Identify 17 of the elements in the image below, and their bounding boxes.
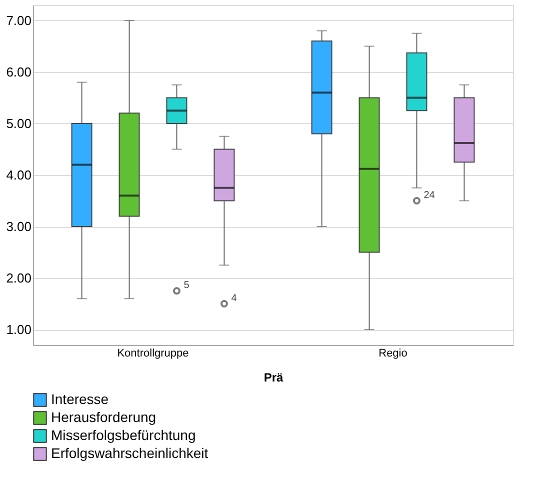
- x-axis-title: Prä: [264, 370, 284, 384]
- annotation: 24: [424, 190, 436, 201]
- legend-label: Interesse: [51, 391, 109, 407]
- y-tick-label: 6.00: [6, 64, 32, 80]
- legend-label: Misserfolgsbefürchtung: [51, 427, 196, 443]
- legend-label: Erfolgswahrscheinlichkeit: [51, 445, 208, 461]
- y-tick-label: 7.00: [6, 12, 32, 28]
- y-tick-label: 3.00: [6, 219, 32, 234]
- annotation: 5: [184, 280, 190, 291]
- legend-label: Herausforderung: [51, 409, 156, 425]
- annotation: 4: [231, 292, 238, 304]
- y-tick-label: 5.00: [6, 116, 32, 131]
- x-tick-label: Regio: [378, 348, 408, 360]
- y-tick-label: 4.00: [6, 168, 32, 182]
- x-tick-label: Kontrollgruppe: [117, 348, 189, 360]
- y-tick-label: 1.00: [6, 322, 32, 338]
- y-tick-label: 2.00: [6, 270, 32, 286]
